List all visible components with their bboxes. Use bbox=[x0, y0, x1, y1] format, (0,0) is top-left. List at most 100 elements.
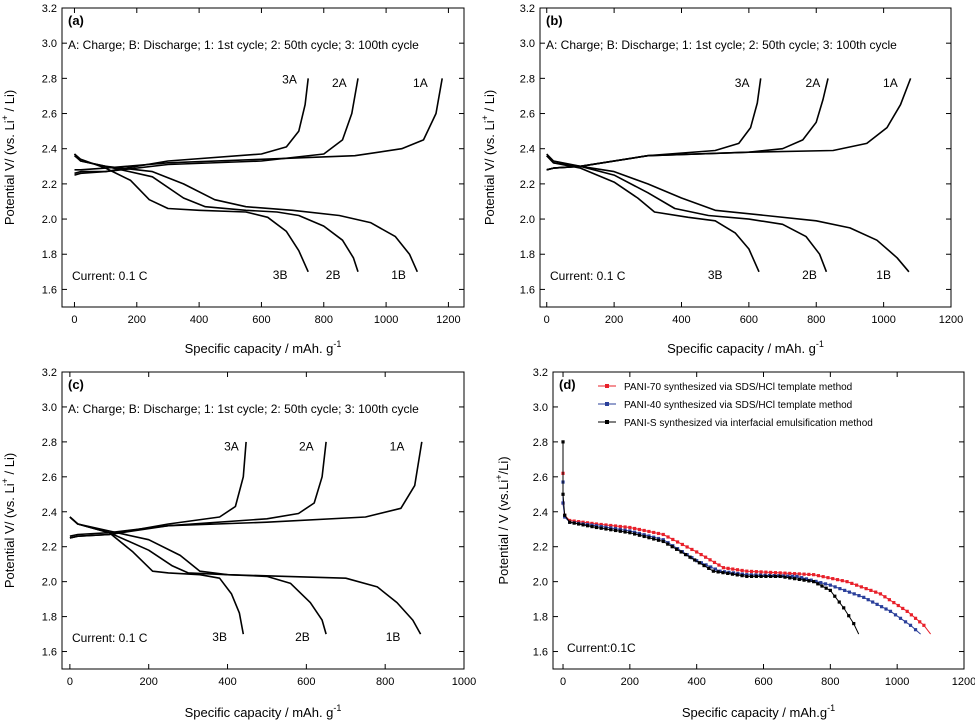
y-axis-label-sup: + bbox=[0, 115, 10, 120]
x-tick-label: 0 bbox=[560, 676, 566, 688]
series-marker bbox=[618, 527, 622, 532]
series-marker bbox=[642, 534, 646, 539]
curve-label-3a: 3A bbox=[224, 440, 239, 454]
series-marker bbox=[671, 537, 675, 542]
series-marker bbox=[563, 513, 567, 517]
series-marker bbox=[908, 623, 913, 627]
x-tick-label: 1000 bbox=[452, 676, 476, 688]
legend-entry: PANI-40 synthesized via SDS/HCl template… bbox=[624, 400, 852, 411]
series-marker bbox=[604, 525, 608, 529]
legend-entry: PANI-70 synthesized via SDS/HCl template… bbox=[624, 382, 852, 393]
series-line-pani-2 bbox=[562, 441, 860, 635]
curve-label-2a: 2A bbox=[332, 76, 347, 90]
y-tick-label: 2.6 bbox=[42, 109, 57, 121]
plot-frame bbox=[61, 371, 465, 670]
legend-note: A: Charge; B: Discharge; 1: 1st cycle; 2… bbox=[68, 402, 419, 416]
series-marker bbox=[814, 579, 818, 583]
y-tick-label: 1.8 bbox=[533, 612, 548, 624]
curve-label-2b: 2B bbox=[326, 268, 341, 282]
series-line-2b bbox=[73, 153, 359, 273]
y-tick-label: 1.6 bbox=[42, 647, 57, 659]
series-marker bbox=[561, 440, 565, 444]
x-axis-label-main: Specific capacity / mAh. g bbox=[185, 705, 334, 720]
series-marker bbox=[749, 569, 754, 574]
series-marker bbox=[735, 568, 740, 572]
series-marker bbox=[875, 602, 879, 606]
series-marker bbox=[708, 558, 712, 562]
series-marker bbox=[913, 628, 918, 632]
curve-label-3a: 3A bbox=[735, 76, 750, 90]
x-axis-label-main: Specific capacity / mAh. g bbox=[667, 341, 816, 356]
series-marker bbox=[561, 501, 565, 505]
series-marker bbox=[637, 531, 642, 536]
curve-label-1a: 1A bbox=[390, 440, 405, 454]
x-tick-label: 200 bbox=[605, 314, 623, 326]
series-line-pani-1 bbox=[562, 482, 921, 635]
series-marker bbox=[826, 576, 830, 580]
panel-tag: (a) bbox=[68, 13, 84, 28]
x-axis-label: Specific capacity / mAh. g-1 bbox=[185, 703, 342, 720]
series-marker bbox=[594, 525, 599, 530]
series-marker bbox=[690, 556, 694, 560]
series-marker bbox=[764, 570, 768, 574]
series-marker bbox=[759, 574, 763, 579]
current-note: Current: 0.1 C bbox=[72, 269, 148, 283]
series-marker bbox=[718, 569, 722, 573]
y-tick-label: 2.4 bbox=[533, 507, 548, 519]
series-marker bbox=[778, 571, 782, 575]
series-marker bbox=[901, 606, 905, 611]
series-marker bbox=[703, 555, 708, 559]
series-line-pani-0 bbox=[562, 473, 931, 635]
y-axis-label-end: /Li) bbox=[496, 456, 511, 474]
series-marker bbox=[887, 598, 891, 602]
y-tick-label: 1.8 bbox=[520, 249, 535, 261]
series-marker bbox=[675, 540, 680, 544]
curve-label-2a: 2A bbox=[299, 440, 314, 454]
x-axis-label-main: Specific capacity / mAh.g bbox=[682, 705, 827, 720]
series-marker bbox=[633, 526, 637, 531]
series-marker bbox=[745, 573, 749, 577]
series-marker bbox=[647, 536, 651, 540]
y-axis-label-main: Potential V/ (vs. Li bbox=[482, 120, 497, 225]
series-marker bbox=[656, 531, 661, 536]
legend-note: A: Charge; B: Discharge; 1: 1st cycle; 2… bbox=[546, 38, 897, 52]
series-marker bbox=[637, 527, 642, 532]
series-marker bbox=[879, 605, 884, 609]
y-axis-label-main: Potential V/ (vs. Li bbox=[2, 120, 17, 225]
series-marker bbox=[704, 563, 708, 567]
series-marker bbox=[845, 580, 849, 584]
series-marker bbox=[685, 545, 689, 549]
series-marker bbox=[680, 542, 684, 547]
y-tick-label: 3.2 bbox=[533, 367, 548, 379]
series-line-3b bbox=[546, 155, 760, 273]
curve-label-2a: 2A bbox=[806, 76, 821, 90]
series-marker bbox=[821, 575, 825, 579]
series-marker bbox=[609, 528, 613, 532]
series-marker bbox=[726, 566, 730, 570]
series-marker bbox=[637, 533, 642, 537]
series-marker bbox=[754, 574, 758, 579]
current-note: Current: 0.1 C bbox=[72, 631, 148, 645]
series-marker bbox=[709, 565, 713, 569]
y-tick-label: 1.6 bbox=[533, 647, 548, 659]
series-line-1a bbox=[69, 441, 423, 537]
series-marker bbox=[716, 570, 720, 574]
series-marker bbox=[847, 614, 851, 618]
x-tick-label: 400 bbox=[672, 314, 690, 326]
series-marker bbox=[568, 520, 572, 524]
series-marker bbox=[675, 547, 679, 551]
y-tick-label: 2.6 bbox=[533, 472, 548, 484]
series-marker bbox=[859, 585, 863, 589]
series-marker bbox=[590, 525, 594, 529]
curve-label-3b: 3B bbox=[212, 630, 227, 644]
series-marker bbox=[642, 528, 646, 533]
x-tick-label: 1000 bbox=[871, 314, 895, 326]
series-marker bbox=[838, 587, 842, 591]
series-marker bbox=[852, 621, 856, 626]
series-marker bbox=[670, 545, 674, 549]
series-marker bbox=[764, 574, 768, 579]
series-marker bbox=[712, 560, 717, 565]
series-marker bbox=[828, 588, 832, 592]
y-tick-label: 2.0 bbox=[42, 214, 57, 226]
series-marker bbox=[792, 572, 797, 576]
